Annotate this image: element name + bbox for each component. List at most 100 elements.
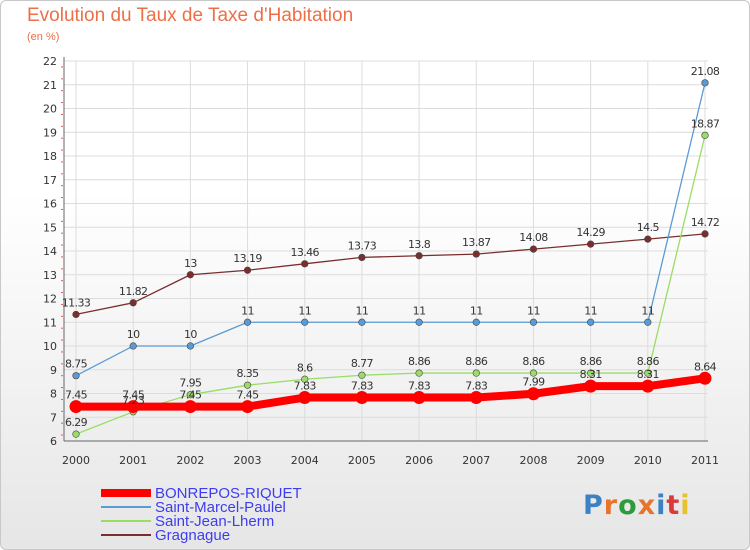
grid-layer [64,60,708,442]
proxiti-logo: Proxiti [583,490,691,521]
x-tick-label: 2001 [119,454,147,467]
data-point [72,310,80,319]
data-label: 13 [184,257,197,270]
data-label: 10 [184,328,197,341]
data-label: 8.77 [351,357,374,370]
logo-letter: t [666,490,681,521]
data-label: 6.29 [65,416,88,429]
x-tick-label: 2005 [348,454,376,467]
data-label: 8.31 [637,368,659,381]
y-tick-label: 16 [43,198,57,211]
data-point [241,400,255,414]
x-tick-label: 2009 [577,454,605,467]
data-label: 21.08 [691,65,720,78]
data-label: 8.35 [236,367,259,380]
logo-letter: o [618,490,638,521]
x-tick-label: 2010 [634,454,662,467]
data-label: 7.45 [236,389,259,402]
data-point [358,253,366,262]
y-tick-label: 20 [43,103,57,116]
data-point [698,371,712,385]
data-point [412,391,426,405]
legend-label: Saint-Jean-Lherm [155,513,274,530]
series-line-bonrepos-riquet [76,374,706,411]
data-label: 8.86 [465,355,488,368]
data-point [186,271,194,279]
data-point [644,318,652,326]
data-point [415,252,423,260]
data-point [183,400,197,414]
data-point [69,400,83,414]
x-tick-label: 2002 [176,454,204,467]
legend-label: BONREPOS-RIQUET [155,485,302,502]
data-point [701,79,709,87]
y-tick-label: 21 [43,79,57,92]
data-point [72,372,80,380]
data-point [415,318,423,326]
y-tick-label: 7 [50,411,57,424]
data-point [355,391,369,405]
data-label: 7.45 [65,389,88,402]
legend: BONREPOS-RIQUETSaint-Marcel-PaulelSaint-… [101,485,302,544]
data-point [301,260,309,268]
x-tick-label: 2003 [234,454,262,467]
chart-title: Evolution du Taux de Taxe d'Habitation [27,5,354,26]
data-label: 11 [298,304,311,317]
data-label: 14.29 [576,226,605,239]
x-tick-label: 2011 [691,454,719,467]
data-label: 7.23 [122,394,145,407]
data-point [587,318,595,326]
data-label: 18.87 [691,117,720,130]
data-point [358,371,366,379]
data-point [587,369,595,377]
data-label: 7.83 [294,380,317,393]
data-label: 7.45 [179,389,202,402]
data-label: 11 [641,304,654,317]
y-tick-label: 14 [43,245,57,258]
logo-letter: i [656,490,667,521]
data-point [186,391,194,399]
data-point [644,369,652,377]
data-point [641,379,655,393]
data-point [358,318,366,326]
data-label: 7.83 [408,380,431,393]
data-label: 10 [127,328,140,341]
x-tick-label: 2008 [519,454,547,467]
data-point [243,318,252,326]
data-label: 11 [241,304,254,317]
y-tick-label: 11 [43,316,57,329]
series-line-saint-marcel-paulel [75,82,706,377]
x-tick-label: 2006 [405,454,433,467]
y-tick-label: 18 [43,150,57,163]
y-tick-label: 17 [43,174,57,187]
data-label: 8.86 [580,355,603,368]
data-label: 11 [470,304,483,317]
logo-letter: r [603,490,619,521]
series-line-saint-jean-lherm [75,135,706,435]
data-label: 7.95 [179,377,202,390]
data-label: 8.6 [297,361,313,374]
x-tick-label: 2007 [462,454,490,467]
data-label: 11 [527,304,540,317]
data-label: 13.87 [462,236,491,249]
y-tick-label: 13 [43,269,57,282]
logo-letter: i [680,490,691,521]
data-label: 7.83 [351,380,374,393]
data-point [587,240,595,248]
y-tick-label: 15 [43,221,57,234]
data-point [526,387,540,401]
data-point [243,381,252,389]
data-point [469,391,483,405]
data-label: 11.82 [119,285,148,298]
data-point [529,245,538,253]
data-label: 14.08 [519,231,548,244]
data-label: 13.73 [348,239,377,252]
data-label: 13.19 [233,252,262,265]
y-tick-label: 19 [43,126,57,139]
axis-layer: 6 7 8 9 10 11 12 13 14 15 16 17 18 19 20 21 22 2000 2001 20… [43,55,719,467]
data-point [472,318,480,326]
data-point [126,400,140,414]
data-point [701,230,709,238]
